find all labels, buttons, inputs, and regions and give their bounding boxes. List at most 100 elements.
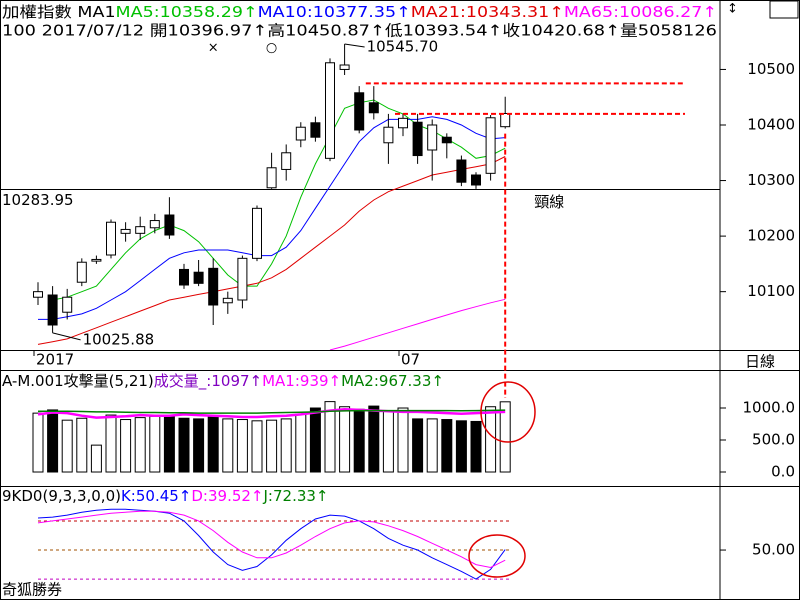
candle-body: [398, 117, 408, 129]
candle-body: [368, 102, 379, 114]
y-tick-label: 10100: [747, 282, 795, 300]
title: A-M.001攻擊量(5,21): [2, 372, 154, 390]
y-tick-label: 0.0: [771, 463, 795, 481]
panel-header: 9KD0(9,3,3,0,0)K:50.45↑D:39.52↑J:72.33↑: [2, 487, 329, 505]
candle-body: [441, 136, 452, 144]
x-tick-label: 07: [401, 351, 420, 369]
series-line: [38, 409, 506, 414]
y-tick-label: 10300: [747, 171, 795, 189]
candle-body: [471, 174, 481, 186]
candle-body: [222, 297, 233, 304]
volume-bar: [32, 412, 44, 473]
volume-bar: [470, 420, 482, 473]
signal: ○: [266, 41, 277, 56]
y-tick-label: 500.0: [752, 431, 795, 449]
candle-body: [500, 113, 511, 128]
series-line: [37, 508, 506, 580]
legend-entry: K:50.45↑: [121, 487, 191, 505]
title: 9KD0(9,3,3,0,0): [2, 487, 121, 505]
volume-bar: [339, 406, 351, 473]
panel-header: A-M.001攻擊量(5,21)成交量_:1097↑MA1:939↑MA2:96…: [2, 372, 444, 391]
price-panel: [0, 44, 720, 350]
legend-entry: MA21:10343.31↑: [411, 3, 564, 21]
candle-body: [383, 126, 394, 144]
series-line: [37, 510, 506, 569]
candle-body: [456, 159, 467, 183]
volume-bar: [120, 419, 132, 473]
volume-bar: [76, 417, 88, 473]
legend-entry: MA65:10086.27↑: [564, 3, 717, 21]
y-tick-label: 10500: [747, 60, 795, 78]
volume-bar: [222, 418, 234, 473]
x-tick-label: 2017: [36, 351, 74, 369]
volume-bar: [163, 415, 175, 473]
candle-body: [179, 268, 189, 286]
source: 奇狐勝券: [2, 581, 62, 599]
overlay: 10100 10200 10300 10400 10500 加權指數 MA1 MA5:103…: [2, 3, 795, 599]
candle-body: [135, 226, 146, 234]
annotation-leader: [52, 332, 81, 341]
volume-bar: [295, 413, 307, 473]
volume-bar: [324, 401, 336, 473]
candle-body: [252, 207, 262, 259]
legend-entry: 成交量_:1097↑: [154, 372, 262, 391]
kd-panel: [37, 508, 510, 580]
y-tick-label: 1000.0: [743, 399, 796, 417]
period-label: 日線: [745, 353, 775, 371]
series-line: [37, 156, 506, 345]
y-tick-label: 10200: [747, 227, 795, 245]
highlight-circle: [480, 381, 536, 443]
candle-body: [427, 124, 438, 151]
volume-bar: [309, 407, 321, 473]
volume-bar: [382, 410, 394, 473]
volume-bar: [368, 405, 380, 473]
candle-body: [120, 228, 131, 234]
candle-body: [339, 64, 350, 70]
volume-bar: [149, 415, 161, 473]
volume-bar: [193, 418, 205, 473]
window-button[interactable]: [769, 0, 799, 19]
candle-body: [354, 92, 365, 131]
candle-body: [237, 257, 248, 301]
volume-bar: [426, 418, 438, 473]
candle-body: [106, 221, 116, 256]
annotation: 10025.88: [83, 330, 155, 348]
candle-body: [62, 296, 73, 313]
legend-entry: MA2:967.33↑: [341, 372, 444, 390]
volume-bar: [105, 414, 117, 473]
candle-body: [412, 121, 423, 157]
candle-body: [47, 294, 58, 326]
volume-bar: [441, 419, 453, 473]
candle-body: [295, 126, 306, 141]
panel-header: 加權指數 MA1 MA5:10358.29↑ MA10:10377.35↑ MA21:…: [2, 3, 717, 21]
candle-body: [266, 167, 277, 189]
volume-bar: [90, 444, 102, 473]
volume-bar: [47, 409, 59, 473]
legend-entry: MA10:10377.35↑: [258, 3, 411, 21]
series-line: [329, 298, 506, 350]
annotation-leader: [344, 43, 365, 48]
title: 加權指數 MA1: [2, 3, 116, 21]
series-line: [38, 116, 506, 320]
neckline-label: 頸線: [534, 193, 564, 211]
volume-bar: [280, 418, 292, 473]
series-line: [37, 408, 506, 419]
candle-body: [325, 62, 335, 159]
volume-bar: [353, 408, 365, 473]
legend-entry: J:72.33↑: [263, 487, 329, 505]
legend-entry: MA5:10358.29↑: [116, 3, 258, 21]
subtitle: 100 2017/07/12 開10396.97↑高10450.87↑低1039…: [2, 22, 717, 40]
volume-bar: [499, 401, 511, 473]
candle-body: [310, 122, 321, 138]
volume-bar: [397, 407, 409, 473]
volume-bar: [207, 416, 219, 473]
scroll-icon[interactable]: ↕: [727, 2, 738, 17]
candle-body: [76, 261, 87, 283]
volume-panel: [32, 401, 511, 473]
volume-bar: [134, 417, 146, 473]
y-tick-label: 10400: [747, 116, 795, 134]
volume-bar: [455, 420, 467, 473]
